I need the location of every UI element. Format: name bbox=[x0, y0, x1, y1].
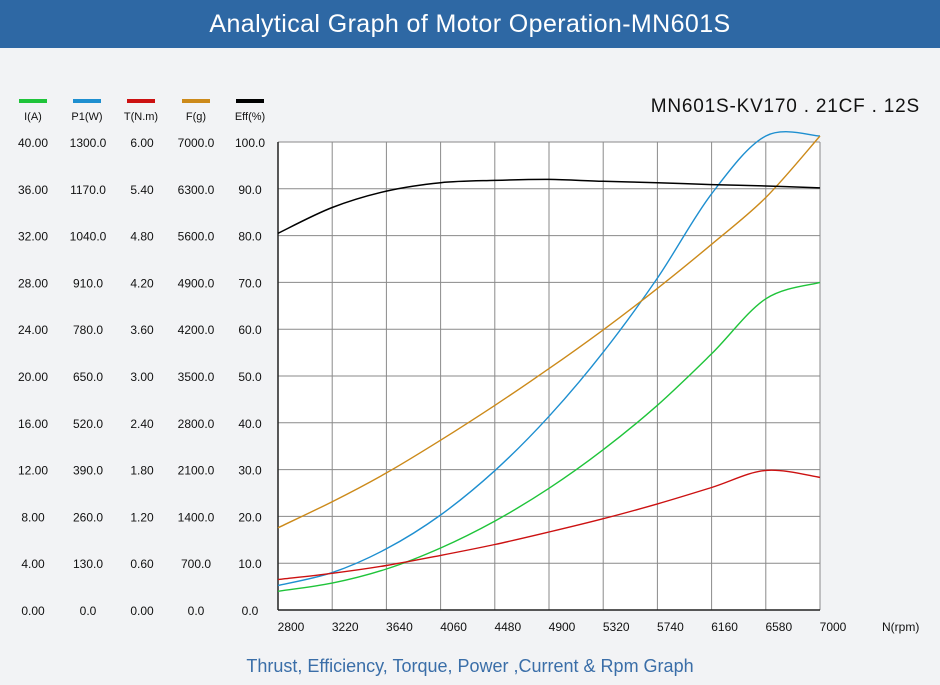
legend-thrust: F(g) bbox=[176, 99, 216, 123]
y-tick-label-2: 1040.0 bbox=[70, 230, 107, 244]
legend-efficiency: Eff(%) bbox=[230, 99, 270, 123]
legend-efficiency-swatch bbox=[236, 99, 264, 103]
legend-current: I(A) bbox=[13, 99, 53, 123]
y-tick-label-5: 30.0 bbox=[238, 464, 262, 478]
y-tick-label-2: 1300.0 bbox=[70, 136, 107, 150]
series-efficiency-line bbox=[277, 178, 821, 234]
x-tick-label: 2800 bbox=[278, 620, 305, 634]
x-tick-label: 6580 bbox=[765, 620, 792, 634]
legend-thrust-swatch bbox=[182, 99, 210, 103]
y-tick-label-2: 130.0 bbox=[73, 557, 103, 571]
y-tick-label-4: 7000.0 bbox=[178, 136, 215, 150]
y-tick-label-2: 260.0 bbox=[73, 510, 103, 524]
series-thrust-line bbox=[277, 135, 821, 529]
y-tick-label-4: 2100.0 bbox=[178, 464, 215, 478]
y-tick-label-3: 4.80 bbox=[130, 230, 154, 244]
y-tick-label-3: 5.40 bbox=[130, 183, 154, 197]
y-tick-label-4: 2800.0 bbox=[178, 417, 215, 431]
y-tick-label-4: 4900.0 bbox=[178, 276, 215, 290]
y-tick-label-1: 0.00 bbox=[21, 604, 45, 618]
series-current-line bbox=[277, 281, 821, 592]
y-tick-label-4: 0.0 bbox=[188, 604, 205, 618]
y-tick-label-3: 4.20 bbox=[130, 276, 154, 290]
y-tick-label-2: 650.0 bbox=[73, 370, 103, 384]
legend-power-label: P1(W) bbox=[71, 111, 103, 123]
x-tick-label: 4060 bbox=[440, 620, 467, 634]
legend-torque: T(N.m) bbox=[121, 99, 161, 123]
y-tick-label-1: 28.00 bbox=[18, 276, 48, 290]
y-tick-label-3: 3.00 bbox=[130, 370, 154, 384]
x-tick-label: 5740 bbox=[657, 620, 684, 634]
y-tick-label-3: 1.80 bbox=[130, 464, 154, 478]
x-tick-label: 3220 bbox=[332, 620, 359, 634]
y-tick-label-4: 4200.0 bbox=[178, 323, 215, 337]
x-axis-label: N(rpm) bbox=[882, 620, 919, 634]
y-tick-label-1: 24.00 bbox=[18, 323, 48, 337]
y-tick-label-5: 10.0 bbox=[238, 557, 262, 571]
legend-torque-swatch bbox=[127, 99, 155, 103]
y-tick-label-2: 780.0 bbox=[73, 323, 103, 337]
y-tick-label-4: 6300.0 bbox=[178, 183, 215, 197]
series-power-line bbox=[277, 131, 821, 587]
y-tick-label-2: 1170.0 bbox=[70, 183, 106, 197]
y-tick-label-3: 1.20 bbox=[130, 510, 154, 524]
y-tick-label-1: 36.00 bbox=[18, 183, 48, 197]
x-tick-label: 3640 bbox=[386, 620, 413, 634]
y-tick-label-2: 0.0 bbox=[80, 604, 97, 618]
y-tick-label-1: 4.00 bbox=[21, 557, 45, 571]
y-tick-label-1: 20.00 bbox=[18, 370, 48, 384]
chart-caption: Thrust, Efficiency, Torque, Power ,Curre… bbox=[246, 656, 694, 676]
y-tick-label-1: 8.00 bbox=[21, 510, 45, 524]
legend-current-swatch bbox=[19, 99, 47, 103]
x-tick-label: 6160 bbox=[711, 620, 738, 634]
y-tick-label-5: 40.0 bbox=[238, 417, 262, 431]
y-tick-label-5: 100.0 bbox=[235, 136, 265, 150]
y-tick-label-3: 6.00 bbox=[130, 136, 154, 150]
y-tick-label-2: 520.0 bbox=[73, 417, 103, 431]
x-tick-label: 4900 bbox=[549, 620, 576, 634]
legend-power: P1(W) bbox=[67, 99, 107, 123]
y-tick-label-5: 70.0 bbox=[238, 276, 262, 290]
y-tick-label-1: 40.00 bbox=[18, 136, 48, 150]
legend-current-label: I(A) bbox=[24, 111, 42, 123]
legend-power-swatch bbox=[73, 99, 101, 103]
y-tick-label-4: 5600.0 bbox=[178, 230, 215, 244]
y-tick-label-1: 12.00 bbox=[18, 464, 48, 478]
y-tick-label-4: 1400.0 bbox=[178, 510, 215, 524]
y-tick-label-2: 390.0 bbox=[73, 464, 103, 478]
y-tick-label-5: 60.0 bbox=[238, 323, 262, 337]
chart-title: Analytical Graph of Motor Operation-MN60… bbox=[209, 9, 731, 38]
chart-title-bar: Analytical Graph of Motor Operation-MN60… bbox=[0, 0, 940, 48]
x-tick-label: 7000 bbox=[820, 620, 847, 634]
y-tick-label-1: 32.00 bbox=[18, 230, 48, 244]
y-tick-label-1: 16.00 bbox=[18, 417, 48, 431]
y-tick-label-3: 2.40 bbox=[130, 417, 154, 431]
y-tick-label-3: 0.60 bbox=[130, 557, 154, 571]
y-tick-label-5: 20.0 bbox=[238, 510, 262, 524]
y-tick-label-5: 50.0 bbox=[238, 370, 262, 384]
y-tick-label-5: 90.0 bbox=[238, 183, 262, 197]
y-tick-label-4: 3500.0 bbox=[178, 370, 215, 384]
y-tick-label-5: 80.0 bbox=[238, 230, 262, 244]
y-tick-label-4: 700.0 bbox=[181, 557, 211, 571]
legend-efficiency-label: Eff(%) bbox=[234, 111, 266, 123]
series-torque-line bbox=[277, 469, 821, 581]
y-tick-label-2: 910.0 bbox=[73, 276, 103, 290]
model-label: MN601S-KV170 . 21CF . 12S bbox=[650, 96, 920, 117]
x-tick-label: 4480 bbox=[494, 620, 521, 634]
legend-torque-label: T(N.m) bbox=[123, 111, 159, 123]
y-tick-label-5: 0.0 bbox=[242, 604, 259, 618]
y-tick-label-3: 3.60 bbox=[130, 323, 154, 337]
y-tick-label-3: 0.00 bbox=[130, 604, 154, 618]
x-tick-label: 5320 bbox=[603, 620, 630, 634]
legend-thrust-label: F(g) bbox=[185, 111, 207, 123]
